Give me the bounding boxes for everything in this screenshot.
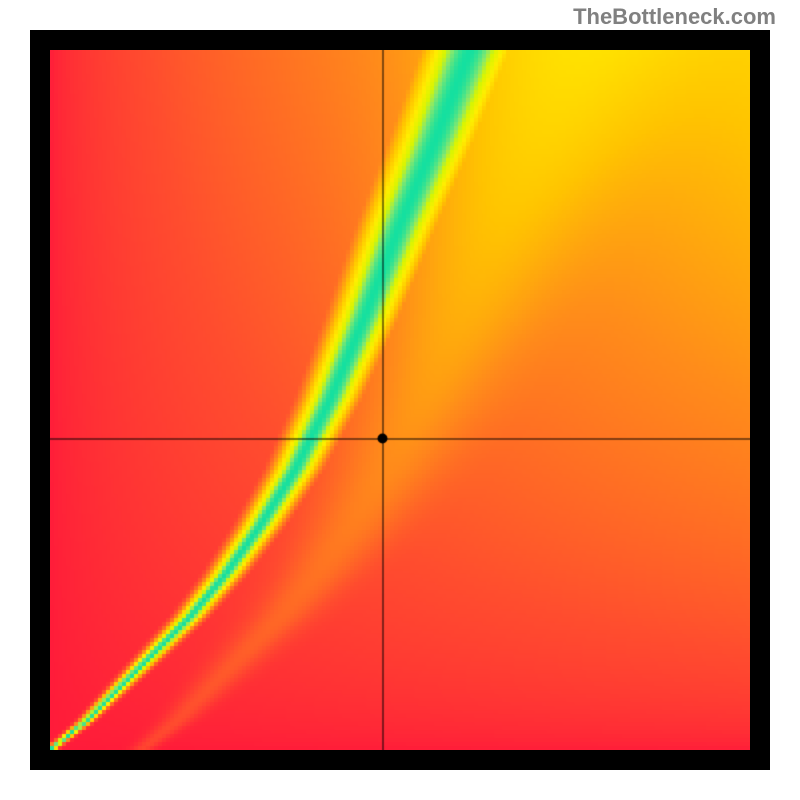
watermark-text: TheBottleneck.com <box>573 4 776 30</box>
heatmap-frame <box>30 30 770 770</box>
crosshair-overlay <box>50 50 750 750</box>
